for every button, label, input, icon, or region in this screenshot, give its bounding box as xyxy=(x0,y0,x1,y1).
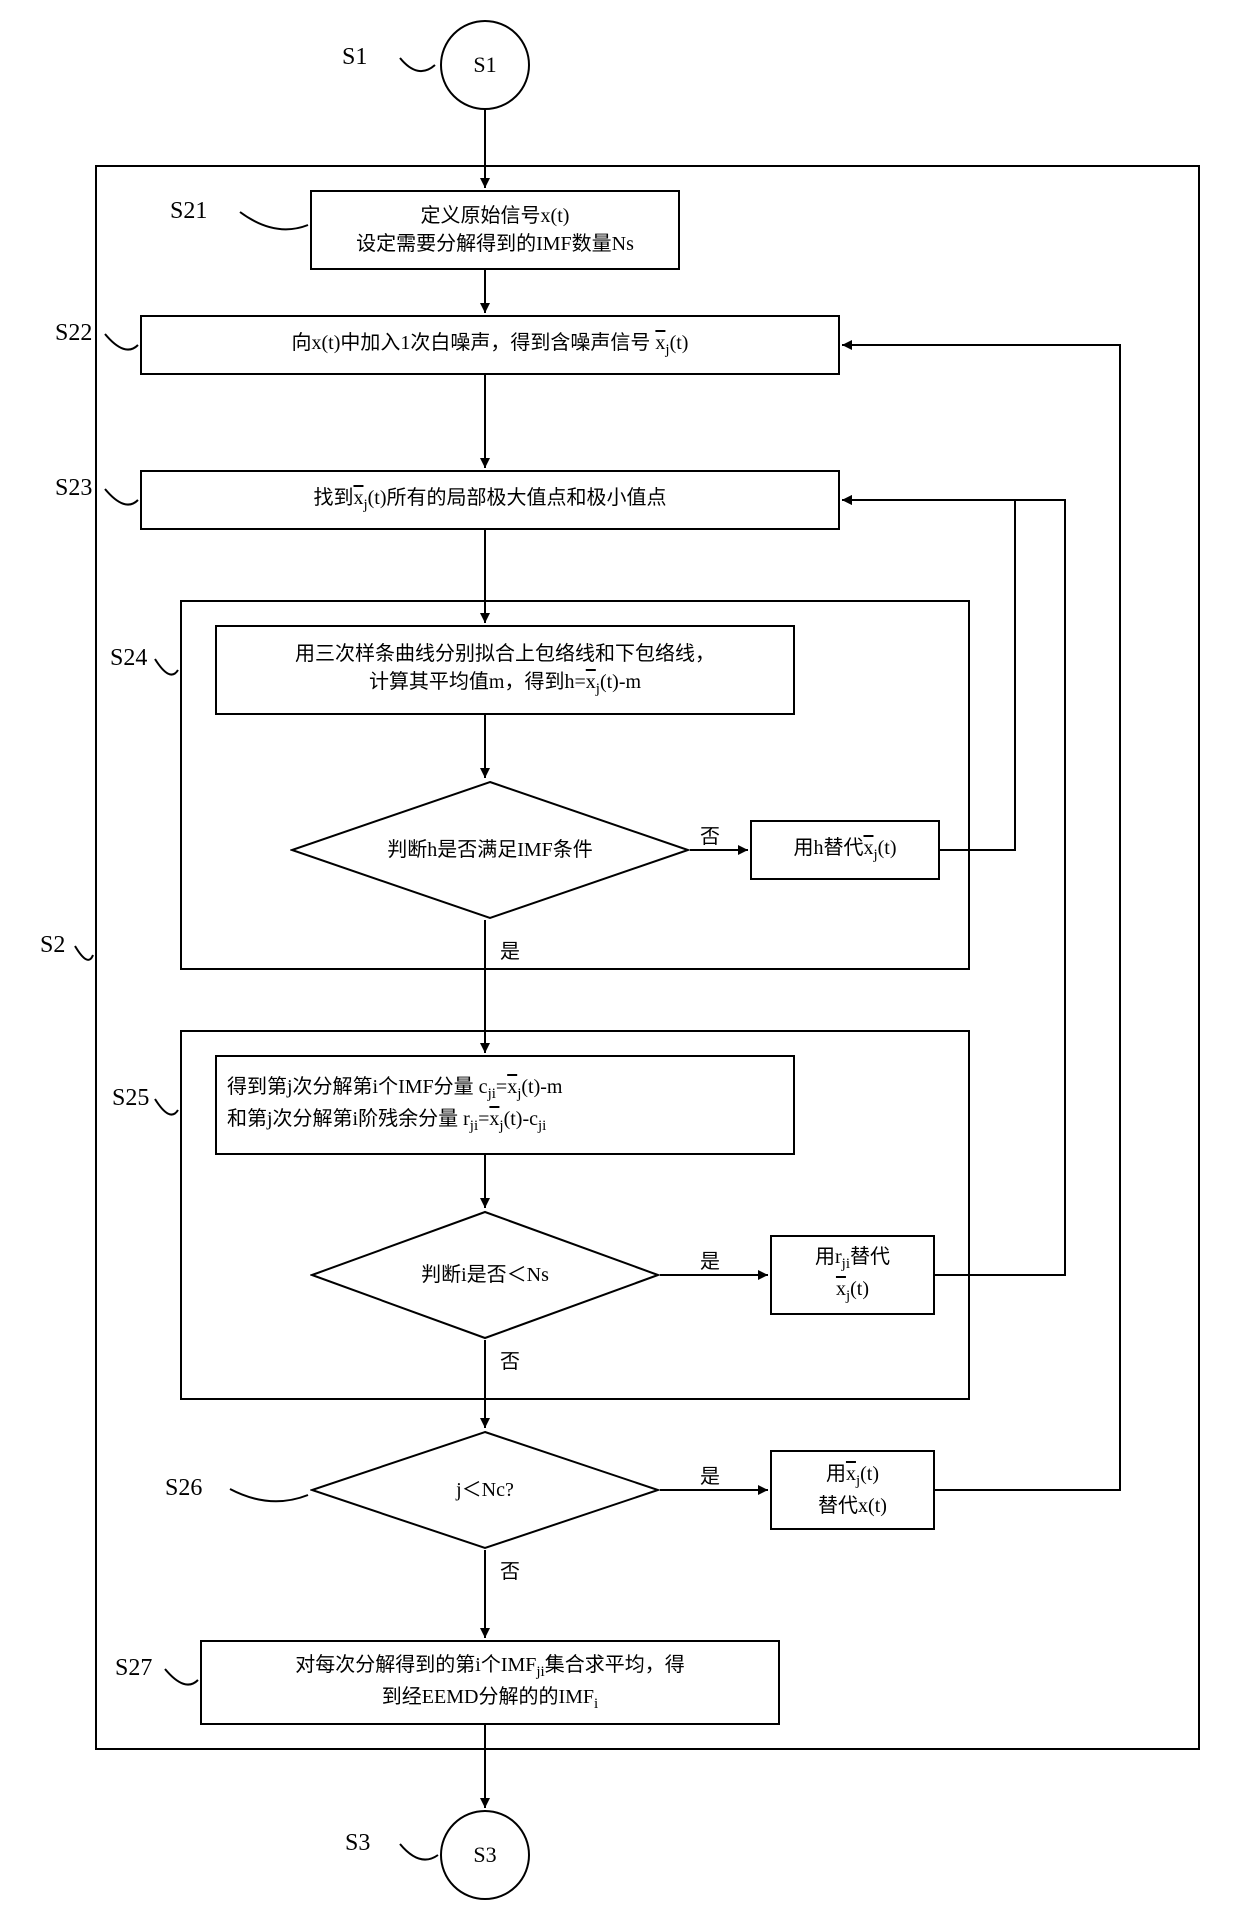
node-end-label: S3 xyxy=(473,1842,496,1868)
node-s21-text: 定义原始信号x(t)设定需要分解得到的IMF数量Ns xyxy=(356,202,634,258)
decision-s26-text: j＜Nc? xyxy=(456,1477,514,1503)
edge-d25-yes: 是 xyxy=(700,1245,720,1274)
node-s27: 对每次分解得到的第i个IMFji集合求平均，得到经EEMD分解的的IMFi xyxy=(200,1640,780,1725)
label-s27: S27 xyxy=(115,1655,152,1682)
label-s2: S2 xyxy=(40,932,65,959)
node-s21: 定义原始信号x(t)设定需要分解得到的IMF数量Ns xyxy=(310,190,680,270)
node-start: S1 xyxy=(440,20,530,110)
label-s3: S3 xyxy=(345,1830,370,1857)
node-s25b-text: 用rji替代xj(t) xyxy=(815,1243,890,1307)
decision-s25: 判断i是否＜Ns xyxy=(310,1210,660,1340)
label-s23: S23 xyxy=(55,475,92,502)
node-s24a-text: 用三次样条曲线分别拟合上包络线和下包络线，计算其平均值m，得到h=xj(t)-m xyxy=(295,640,715,700)
node-s22: 向x(t)中加入1次白噪声，得到含噪声信号 xj(t) xyxy=(140,315,840,375)
edge-d25-no: 否 xyxy=(500,1345,520,1374)
node-s27-text: 对每次分解得到的第i个IMFji集合求平均，得到经EEMD分解的的IMFi xyxy=(295,1651,684,1715)
node-s22-text: 向x(t)中加入1次白噪声，得到含噪声信号 xj(t) xyxy=(292,329,689,361)
decision-s24: 判断h是否满足IMF条件 xyxy=(290,780,690,920)
edge-d26-no: 否 xyxy=(500,1555,520,1584)
node-s24b: 用h替代xj(t) xyxy=(750,820,940,880)
label-s24: S24 xyxy=(110,645,147,672)
edge-d24-yes: 是 xyxy=(500,935,520,964)
decision-s25-text: 判断i是否＜Ns xyxy=(421,1262,549,1288)
node-s24a: 用三次样条曲线分别拟合上包络线和下包络线，计算其平均值m，得到h=xj(t)-m xyxy=(215,625,795,715)
label-s25: S25 xyxy=(112,1085,149,1112)
node-s24b-text: 用h替代xj(t) xyxy=(793,834,896,866)
label-s26: S26 xyxy=(165,1475,202,1502)
label-s21: S21 xyxy=(170,198,207,225)
decision-s24-text: 判断h是否满足IMF条件 xyxy=(387,837,593,863)
label-s1: S1 xyxy=(342,44,367,71)
node-end: S3 xyxy=(440,1810,530,1900)
node-s26b: 用xj(t)替代x(t) xyxy=(770,1450,935,1530)
node-s25a-text: 得到第j次分解第i个IMF分量 cji=xj(t)-m和第j次分解第i阶残余分量… xyxy=(227,1073,562,1137)
node-s23-text: 找到xj(t)所有的局部极大值点和极小值点 xyxy=(313,484,666,516)
node-start-label: S1 xyxy=(473,52,496,78)
node-s25a: 得到第j次分解第i个IMF分量 cji=xj(t)-m和第j次分解第i阶残余分量… xyxy=(215,1055,795,1155)
edge-d26-yes: 是 xyxy=(700,1460,720,1489)
edge-d24-no: 否 xyxy=(700,820,720,849)
node-s23: 找到xj(t)所有的局部极大值点和极小值点 xyxy=(140,470,840,530)
decision-s26: j＜Nc? xyxy=(310,1430,660,1550)
node-s26b-text: 用xj(t)替代x(t) xyxy=(818,1460,887,1520)
node-s25b: 用rji替代xj(t) xyxy=(770,1235,935,1315)
label-s22: S22 xyxy=(55,320,92,347)
